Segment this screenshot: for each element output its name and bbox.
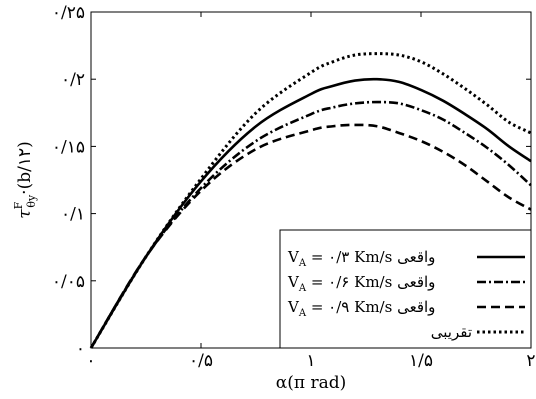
y-tick-label-3: ۰/۱۵ <box>52 137 85 157</box>
x-tick-labels: ۰ ۰/۵ ۱ ۱/۵ ۲ <box>86 351 535 371</box>
y-tick-label-0: ۰ <box>76 339 85 359</box>
legend-label-2: VA = ۰/۹ Km/s واقعی <box>287 298 435 319</box>
y-tick-label-5: ۰/۲۵ <box>52 3 85 23</box>
legend-item-0: VA = ۰/۳ Km/s واقعی <box>287 248 525 269</box>
x-tick-label-1: ۰/۵ <box>189 351 213 371</box>
y-tick-label-4: ۰/۲ <box>61 70 85 90</box>
legend-label-3: تقریبی <box>431 323 472 341</box>
series-lines <box>89 52 532 349</box>
x-tick-label-0: ۰ <box>86 351 95 371</box>
legend-label-1: VA = ۰/۶ Km/s واقعی <box>287 273 435 294</box>
y-tick-labels: ۰ ۰/۰۵ ۰/۱ ۰/۱۵ ۰/۲ ۰/۲۵ <box>52 3 85 359</box>
legend-item-1: VA = ۰/۶ Km/s واقعی <box>287 273 525 294</box>
legend-label-0: VA = ۰/۳ Km/s واقعی <box>287 248 435 269</box>
x-axis-label: α(π rad) <box>276 373 346 393</box>
legend-box <box>279 229 532 349</box>
y-axis-label: τFθy·(b/۱۲) <box>12 141 38 218</box>
series-line-0 <box>89 77 532 349</box>
y-axis-label-tau: τ <box>15 209 35 219</box>
legend-item-3: تقریبی <box>431 323 525 341</box>
legend: VA = ۰/۳ Km/s واقعی VA = ۰/۶ Km/s واقعی VA… <box>279 229 532 349</box>
y-axis-label-superscript: F <box>12 201 25 209</box>
x-tick-label-3: ۱/۵ <box>409 351 433 371</box>
y-tick-label-1: ۰/۰۵ <box>52 272 85 292</box>
legend-item-2: VA = ۰/۹ Km/s واقعی <box>287 298 525 319</box>
series-line-2 <box>89 123 532 349</box>
y-axis-label-subscript: θy <box>25 194 38 208</box>
y-tick-label-2: ۰/۱ <box>61 205 85 225</box>
x-tick-label-2: ۱ <box>306 351 315 371</box>
axis-ticks <box>90 11 532 349</box>
series-line-1 <box>89 100 532 349</box>
y-axis-label-rest: ·(b/۱۲) <box>15 141 35 195</box>
x-tick-label-4: ۲ <box>526 351 535 371</box>
